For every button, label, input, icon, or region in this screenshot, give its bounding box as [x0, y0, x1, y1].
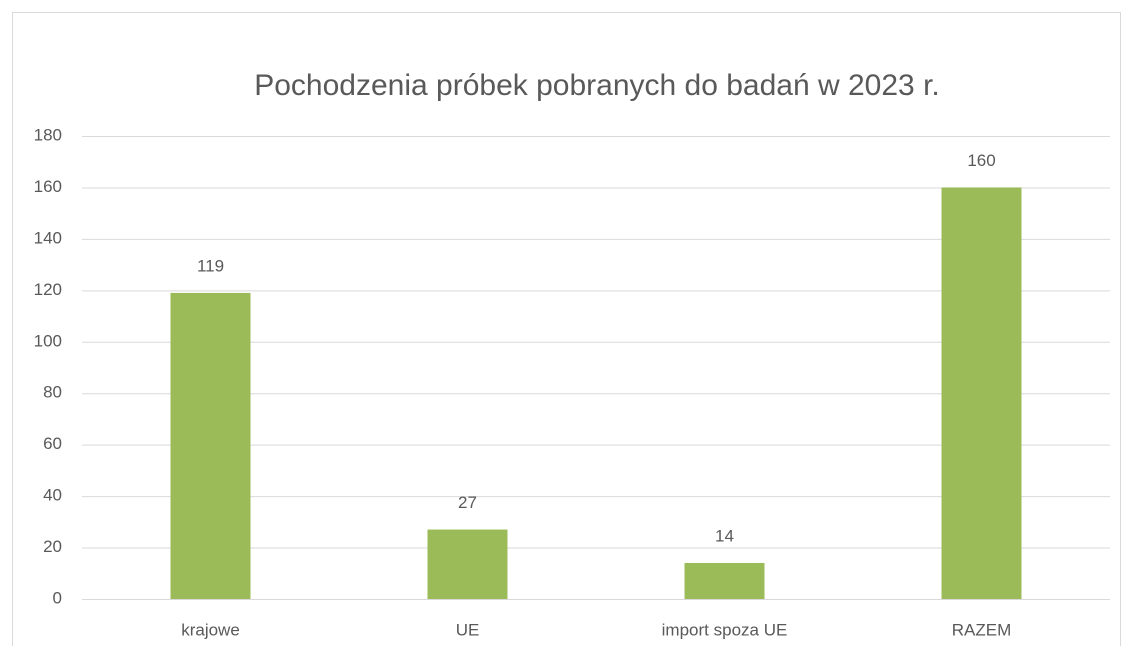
- x-tick-label: RAZEM: [952, 620, 1012, 639]
- y-tick-label: 0: [53, 588, 62, 607]
- y-tick-label: 20: [43, 537, 62, 556]
- bar: [427, 529, 508, 599]
- x-tick-label: import spoza UE: [662, 620, 788, 639]
- bar: [684, 562, 765, 599]
- y-tick-label: 100: [34, 331, 62, 350]
- chart-title: Pochodzenia próbek pobranych do badań w …: [254, 69, 940, 102]
- y-tick-label: 60: [43, 434, 62, 453]
- y-tick-label: 40: [43, 486, 62, 505]
- x-tick-label: krajowe: [181, 620, 240, 639]
- data-label: 160: [967, 151, 995, 170]
- data-label: 119: [197, 256, 224, 275]
- chart-border: [12, 12, 1121, 646]
- y-tick-label: 180: [34, 125, 62, 144]
- bar: [941, 187, 1022, 599]
- bar: [170, 292, 251, 599]
- y-tick-label: 80: [43, 383, 62, 402]
- y-tick-label: 140: [34, 228, 62, 247]
- x-tick-label: UE: [456, 620, 480, 639]
- y-tick-label: 160: [34, 177, 62, 196]
- y-tick-label: 120: [34, 280, 62, 299]
- data-label: 27: [458, 493, 477, 512]
- data-label: 14: [715, 526, 734, 545]
